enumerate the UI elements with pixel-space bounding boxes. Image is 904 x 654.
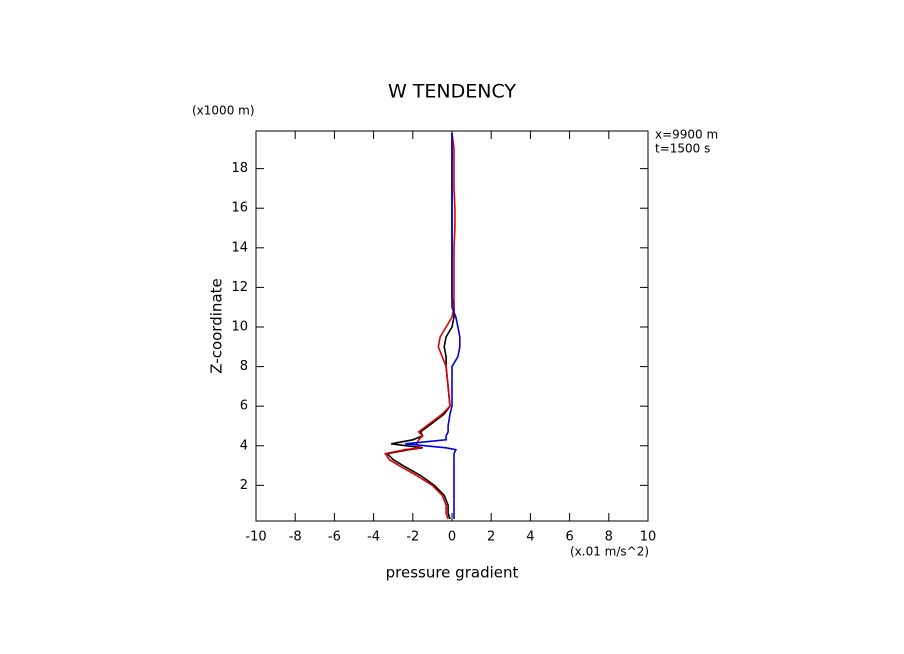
y-tick-label: 6 [240, 399, 248, 414]
y-unit-label: (x1000 m) [192, 104, 255, 118]
y-tick-label: 4 [240, 438, 248, 453]
annotation: t=1500 s [655, 142, 710, 156]
y-tick-label: 8 [240, 359, 248, 374]
profile-line [384, 132, 456, 520]
x-tick-label: 8 [605, 530, 613, 545]
y-tick-label: 2 [240, 478, 248, 493]
y-tick-label: 10 [231, 319, 248, 334]
y-tick-label: 14 [231, 240, 248, 255]
x-tick-label: -10 [245, 530, 266, 545]
x-tick-label: 4 [526, 530, 534, 545]
y-tick-label: 12 [231, 280, 248, 295]
profile-line [404, 133, 461, 519]
x-tick-label: -2 [406, 530, 419, 545]
y-tick-label: 16 [231, 201, 248, 216]
y-axis-label: Z-coordinate [208, 278, 226, 373]
x-tick-label: -6 [328, 530, 341, 545]
x-tick-label: -4 [367, 530, 380, 545]
x-tick-label: 2 [487, 530, 495, 545]
chart-title: W TENDENCY [388, 81, 516, 103]
x-axis-label: pressure gradient [386, 564, 519, 582]
x-tick-label: 0 [448, 530, 456, 545]
annotation: x=9900 m [655, 128, 718, 142]
y-tick-label: 18 [231, 161, 248, 176]
x-tick-label: 6 [565, 530, 573, 545]
x-tick-label: 10 [640, 530, 657, 545]
profile-line [385, 133, 455, 520]
x-tick-label: -8 [289, 530, 302, 545]
x-unit-label: (x.01 m/s^2) [570, 545, 649, 559]
